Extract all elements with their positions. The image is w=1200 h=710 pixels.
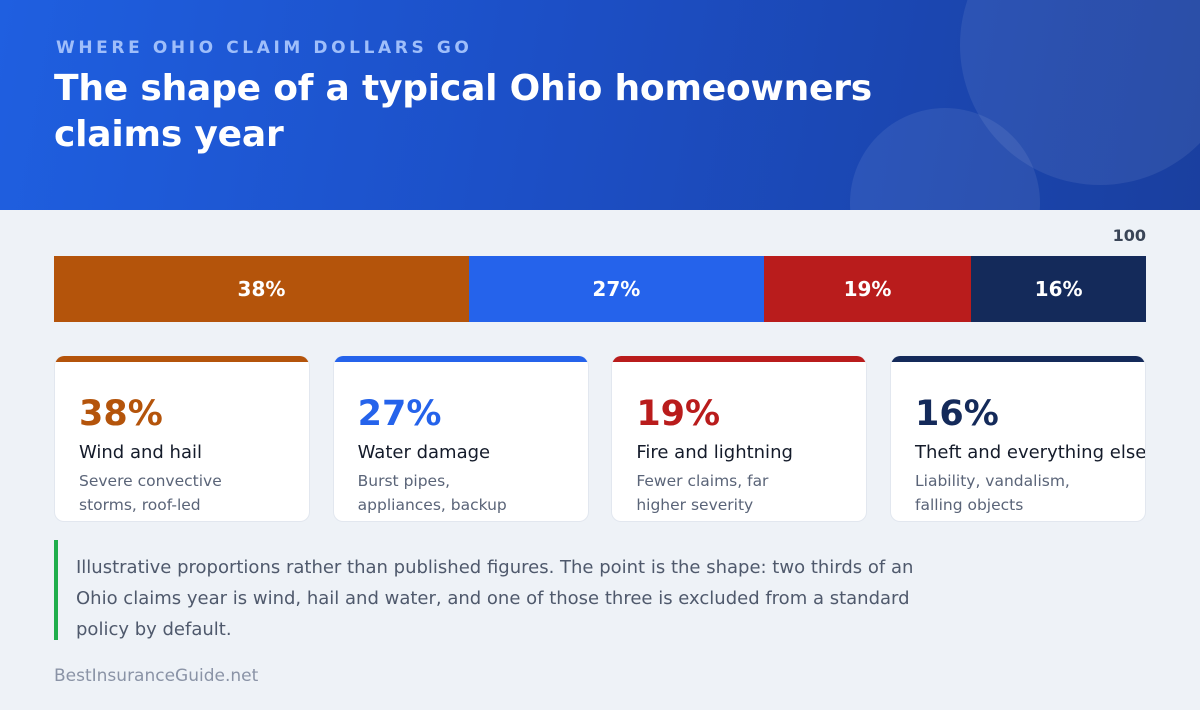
card-category-label: Wind and hail <box>79 442 202 463</box>
card-percentage: 38% <box>79 394 163 434</box>
eyebrow-label: WHERE OHIO CLAIM DOLLARS GO <box>56 38 473 58</box>
page-title: The shape of a typical Ohio homeowners c… <box>54 68 872 155</box>
bar-segment: 27% <box>468 256 764 322</box>
card-percentage: 27% <box>357 394 442 434</box>
card-category-label: Theft and everything else <box>915 442 1146 463</box>
category-cards: 38% Wind and hail Severe convective storms… <box>54 356 1146 522</box>
card-description: Fewer claims, far higher severity <box>636 472 769 514</box>
category-card: 38% Wind and hail Severe convective storms… <box>54 356 310 522</box>
category-card: 19% Fire and lightning Fewer claims, far h… <box>611 356 868 522</box>
card-percentage: 16% <box>915 394 999 434</box>
bar-segment-label: 16% <box>1034 277 1083 301</box>
bar-segment: 19% <box>763 256 972 322</box>
card-accent-bar <box>612 356 867 362</box>
bar-segment-label: 38% <box>237 277 286 301</box>
bar-segment-label: 19% <box>843 277 892 301</box>
bar-segment: 16% <box>971 256 1146 322</box>
header-banner: WHERE OHIO CLAIM DOLLARS GO The shape of… <box>0 0 1200 210</box>
note-callout: Illustrative proportions rather than pub… <box>54 540 954 640</box>
card-category-label: Water damage <box>357 442 491 463</box>
card-description: Liability, vandalism, falling objects <box>915 472 1070 514</box>
card-accent-bar <box>333 356 588 362</box>
card-accent-bar <box>55 356 309 362</box>
category-card: 16% Theft and everything else Liability, v… <box>890 356 1146 522</box>
bar-segment-label: 27% <box>592 277 641 301</box>
card-description: Severe convective storms, roof-led <box>79 472 222 514</box>
note-text: Illustrative proportions rather than pub… <box>76 557 914 640</box>
card-accent-bar <box>891 356 1145 362</box>
card-description: Burst pipes, appliances, backup <box>357 472 507 514</box>
bar-segment: 38% <box>54 256 469 322</box>
card-category-label: Fire and lightning <box>636 442 793 463</box>
source-footer: BestInsuranceGuide.net <box>54 666 259 686</box>
stacked-bar: 38% 27% 19% 16% <box>54 256 1146 322</box>
card-percentage: 19% <box>636 394 721 434</box>
total-label: 100 <box>1112 226 1146 245</box>
category-card: 27% Water damage Burst pipes, appliances, … <box>332 356 589 522</box>
